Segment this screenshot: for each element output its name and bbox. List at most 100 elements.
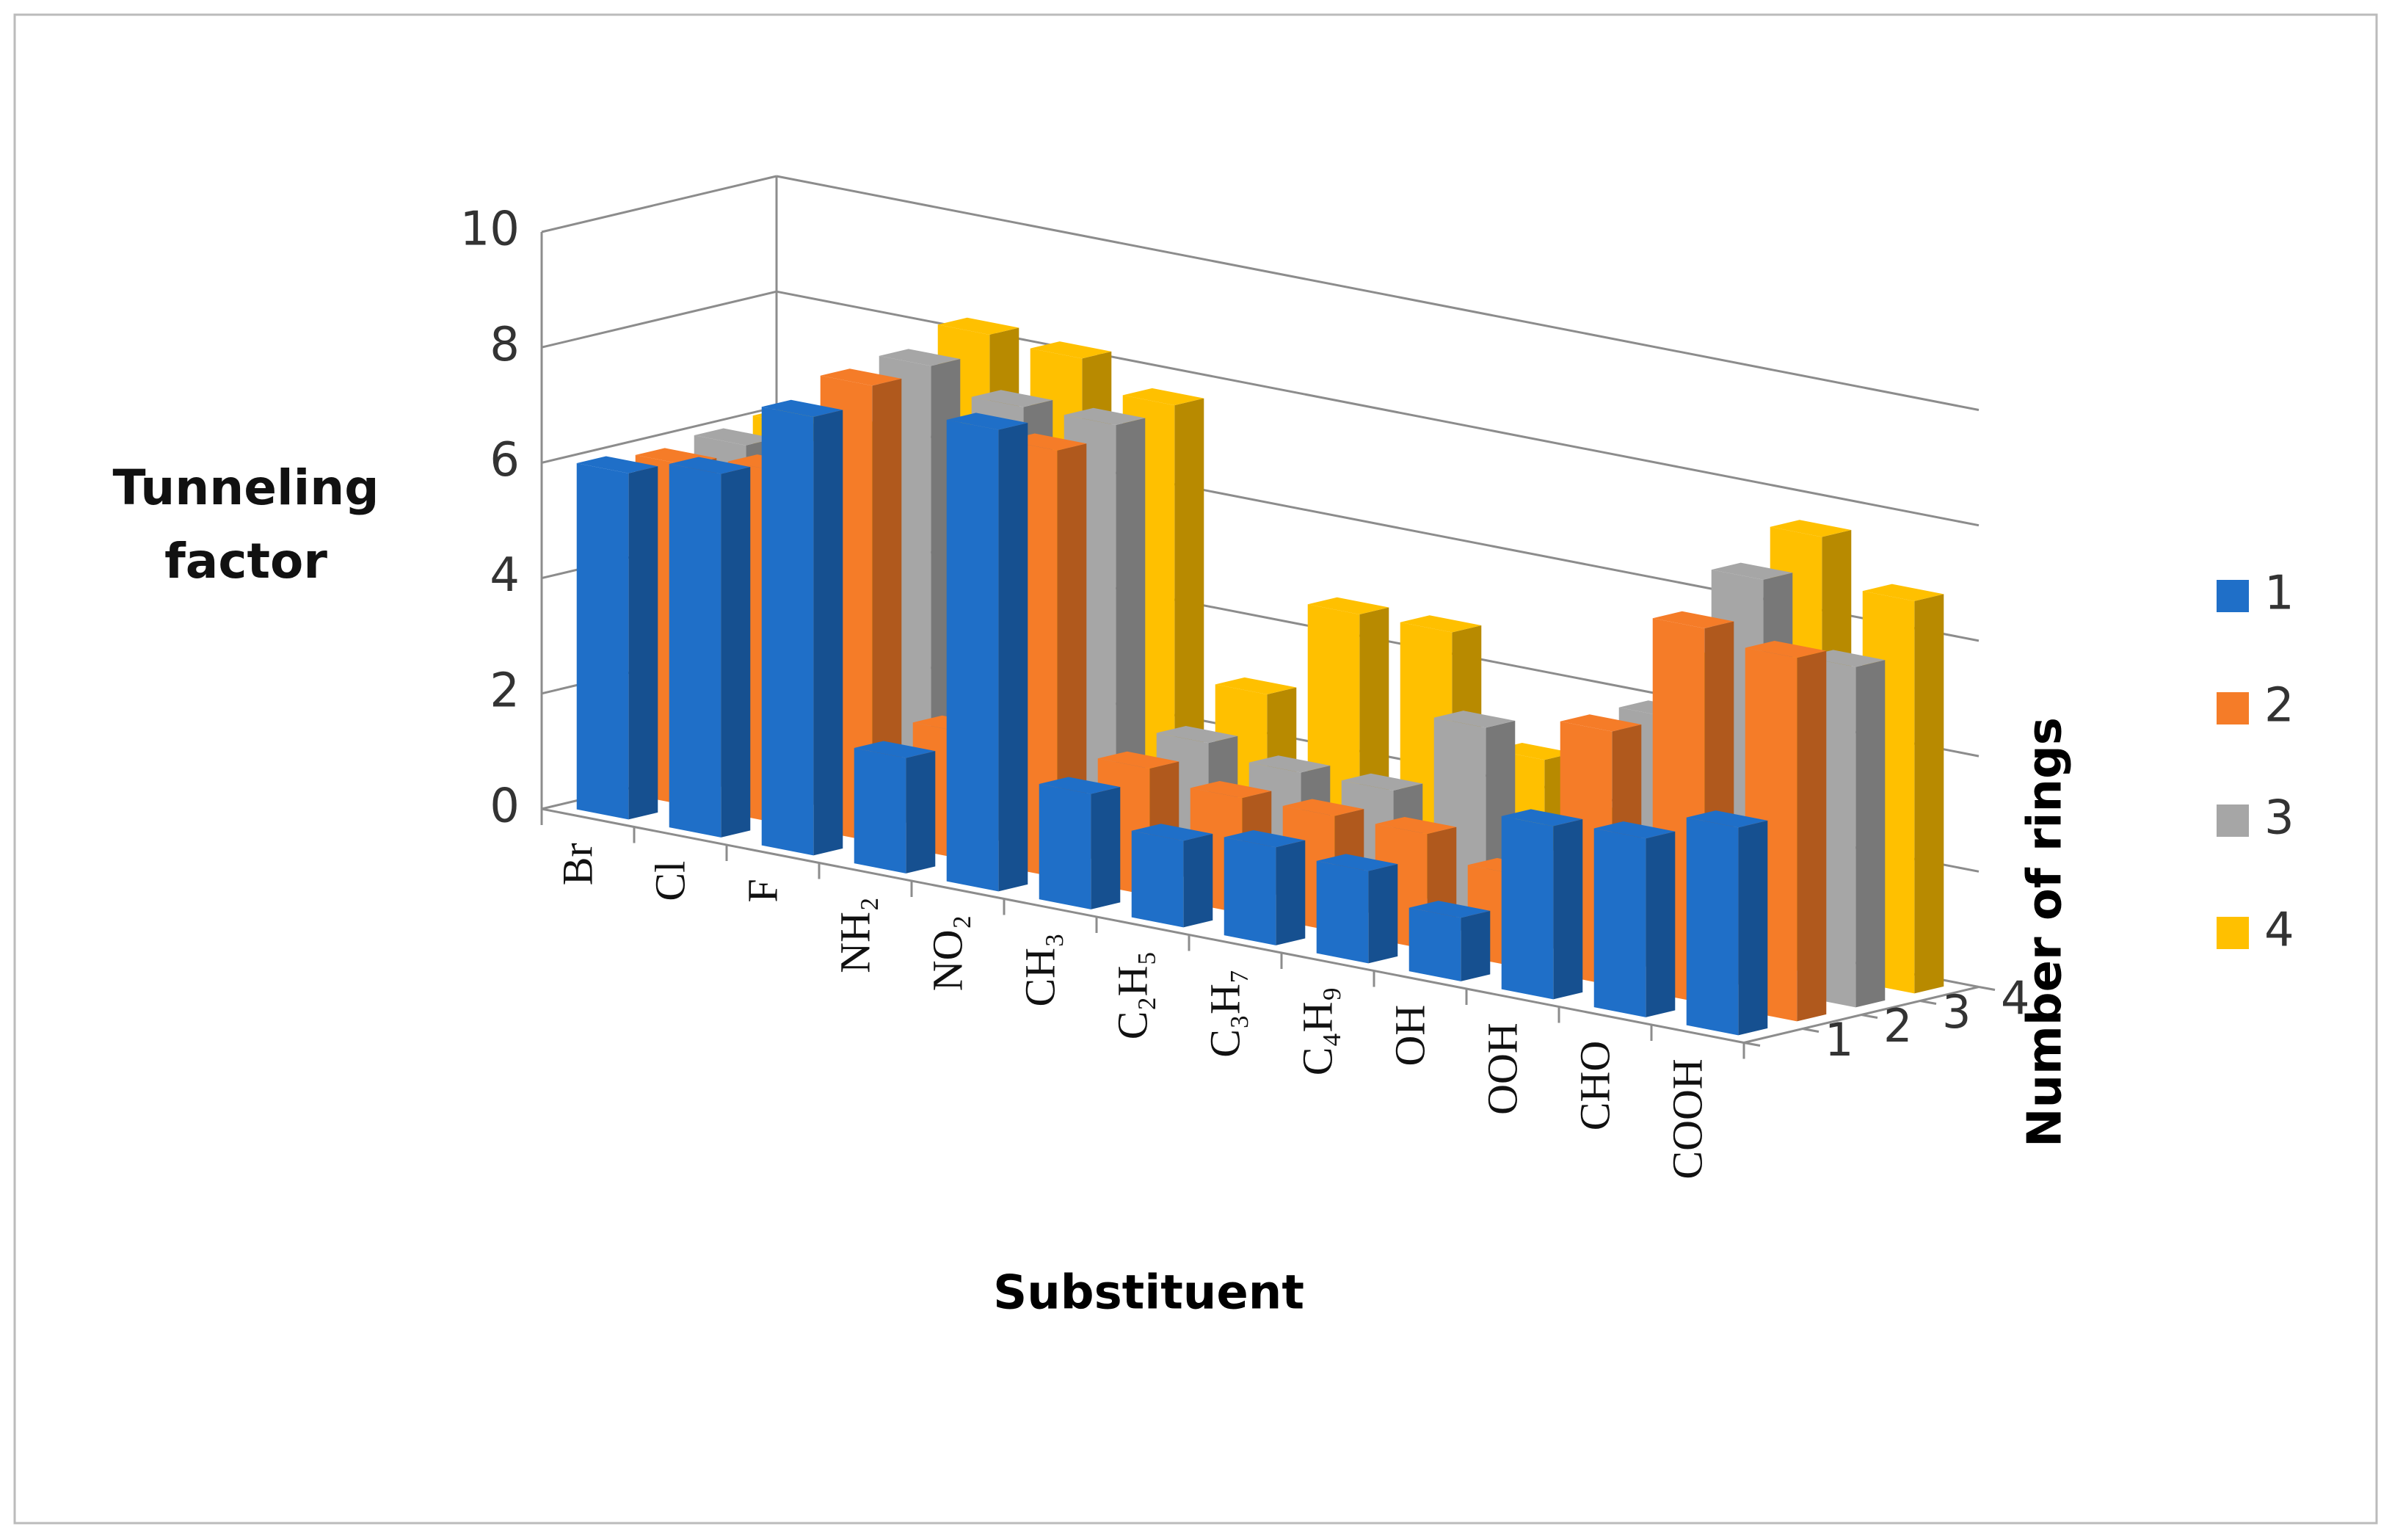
legend-label: 4 bbox=[2264, 904, 2294, 958]
depth-tick-label: 4 bbox=[2001, 971, 2029, 1025]
bar-side bbox=[998, 423, 1028, 892]
bar-top bbox=[1501, 809, 1583, 827]
bar bbox=[946, 413, 1028, 892]
bar-top bbox=[854, 741, 936, 758]
bar-top bbox=[1745, 640, 1827, 658]
bar-side bbox=[1855, 660, 1886, 1008]
bar-top bbox=[1307, 597, 1389, 614]
bar-top bbox=[694, 428, 776, 446]
bar-side bbox=[1057, 443, 1087, 878]
tick bbox=[1861, 1014, 1878, 1019]
x-tick-label: OH bbox=[1386, 1005, 1433, 1067]
bar-side bbox=[1183, 833, 1213, 928]
bar-top bbox=[1039, 777, 1121, 794]
bar-top bbox=[669, 457, 751, 474]
bar bbox=[1131, 824, 1213, 928]
bar-side bbox=[1091, 787, 1121, 909]
bar-top bbox=[1593, 821, 1676, 839]
bar-top bbox=[820, 368, 902, 386]
grid-line bbox=[541, 405, 777, 464]
bar-top bbox=[1122, 388, 1204, 406]
depth-tick-label: 3 bbox=[1942, 985, 1971, 1039]
bar-top bbox=[1190, 780, 1272, 799]
legend-label: 2 bbox=[2264, 679, 2294, 733]
bar-side bbox=[906, 751, 936, 873]
bar-side bbox=[813, 410, 843, 856]
bar-top bbox=[1433, 711, 1516, 728]
bar bbox=[576, 456, 658, 820]
bar-front bbox=[1501, 816, 1554, 1000]
bar-top bbox=[1408, 901, 1491, 918]
bar bbox=[1501, 809, 1583, 1000]
y-tick-label: 6 bbox=[490, 433, 520, 487]
bar-top bbox=[1030, 341, 1112, 359]
bar-side bbox=[1797, 650, 1827, 1022]
bar-front bbox=[1316, 860, 1369, 964]
bar-top bbox=[946, 413, 1028, 430]
bar-top bbox=[1862, 584, 1944, 601]
grid-line bbox=[541, 290, 777, 349]
bar-top bbox=[1560, 714, 1642, 732]
tick bbox=[1743, 1042, 1761, 1047]
legend-swatch bbox=[2217, 804, 2249, 837]
bar-side bbox=[1738, 820, 1768, 1036]
bar-side bbox=[721, 467, 751, 838]
bar-top bbox=[1282, 799, 1364, 816]
legend-swatch bbox=[2217, 580, 2249, 612]
bar-top bbox=[1341, 773, 1423, 791]
y-tick-label: 0 bbox=[490, 780, 520, 834]
y-tick-label: 8 bbox=[490, 318, 520, 372]
legend-swatch bbox=[2217, 692, 2249, 724]
bar-front bbox=[761, 407, 814, 856]
tick bbox=[1802, 1028, 1820, 1033]
bar bbox=[669, 457, 751, 838]
axis-line bbox=[541, 807, 1745, 1044]
x-tick-label: CHO bbox=[1571, 1041, 1618, 1130]
depth-tick-label: 1 bbox=[1825, 1013, 1853, 1067]
y-tick-label: 2 bbox=[490, 664, 520, 718]
legend-swatch bbox=[2217, 917, 2249, 949]
bar-top bbox=[1686, 810, 1768, 828]
bar-top bbox=[1652, 611, 1734, 628]
bar-front bbox=[1686, 817, 1739, 1036]
x-tick-label: NO₂ bbox=[923, 915, 971, 991]
bar-front bbox=[1039, 783, 1091, 909]
bar bbox=[1745, 640, 1827, 1022]
bar-top bbox=[1375, 816, 1457, 835]
bar-top bbox=[937, 317, 1019, 335]
bar-front bbox=[946, 419, 999, 892]
x-tick-label: COOH bbox=[1663, 1058, 1711, 1179]
x-tick-label: NH₂ bbox=[831, 897, 879, 973]
x-tick-label: Cl bbox=[646, 861, 694, 901]
bar bbox=[1224, 830, 1306, 945]
bar-side bbox=[1461, 910, 1491, 981]
bar-side bbox=[1276, 840, 1306, 945]
bar bbox=[1408, 901, 1491, 981]
bar-front bbox=[854, 747, 906, 873]
bar-top bbox=[879, 349, 961, 366]
bar bbox=[854, 741, 936, 873]
x-tick-label: Br bbox=[553, 843, 601, 885]
legend-label: 3 bbox=[2264, 791, 2294, 846]
grid-line bbox=[541, 175, 777, 233]
bar bbox=[1686, 810, 1768, 1036]
x-tick-label: C₂H₅ bbox=[1108, 951, 1156, 1039]
bar-top bbox=[1097, 751, 1179, 769]
grid-line bbox=[776, 175, 1980, 411]
bar bbox=[761, 399, 843, 856]
bar-side bbox=[872, 378, 902, 842]
bar-top bbox=[1215, 677, 1297, 695]
bar-top bbox=[576, 456, 658, 473]
bar-front bbox=[669, 463, 721, 838]
legend-label: 1 bbox=[2264, 567, 2294, 621]
bar-top bbox=[761, 399, 843, 417]
x-tick-label: C₄H₉ bbox=[1293, 987, 1341, 1075]
bar-side bbox=[1368, 864, 1398, 964]
bar-top bbox=[1224, 830, 1306, 848]
depth-axis-title: Number of rings bbox=[2018, 717, 2073, 1147]
x-tick-label: C₃H₇ bbox=[1201, 969, 1248, 1058]
depth-tick-label: 2 bbox=[1883, 999, 1912, 1053]
bar-top bbox=[1131, 824, 1213, 841]
